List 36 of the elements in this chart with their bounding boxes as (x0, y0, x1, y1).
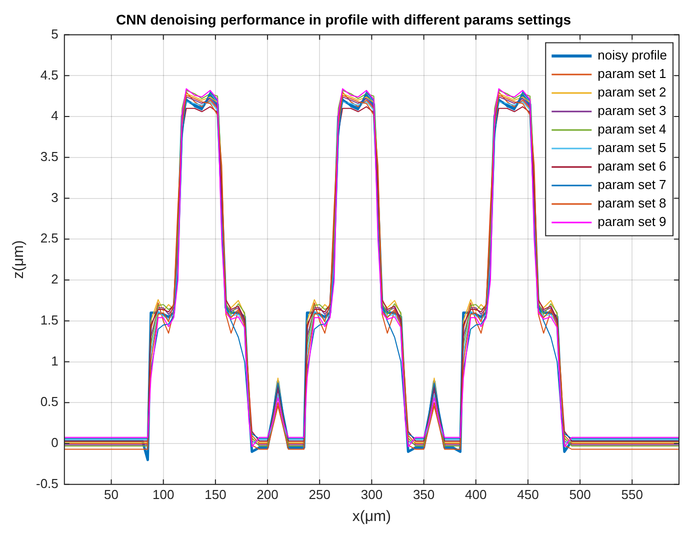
x-tick-label: 50 (104, 486, 119, 502)
y-axis-title: z(μm) (10, 240, 28, 279)
legend-label: param set 6 (598, 158, 666, 174)
y-tick-label: 3.5 (40, 148, 58, 164)
y-tick-label: 2.5 (40, 230, 58, 246)
legend-label: param set 9 (598, 214, 666, 230)
legend-label: param set 4 (598, 122, 666, 137)
legend-label: param set 2 (598, 84, 666, 100)
x-axis-title: x(μm) (352, 508, 392, 526)
x-tick-label: 200 (256, 486, 278, 502)
x-tick-label: 150 (204, 486, 226, 502)
y-tick-label: 4 (51, 108, 58, 124)
x-tick-label: 300 (360, 486, 383, 502)
legend-label: param set 5 (598, 140, 666, 156)
legend-label: noisy profile (598, 48, 668, 63)
y-tick-label: 1.5 (40, 312, 58, 328)
y-tick-label: 0.5 (40, 394, 58, 410)
chart-title: CNN denoising performance in profile with different params settings (116, 11, 572, 28)
x-tick-label: 500 (569, 486, 591, 502)
y-tick-label: 2 (51, 272, 58, 287)
x-tick-label: 250 (308, 486, 330, 502)
y-tick-label: 5 (51, 26, 58, 42)
legend-label: param set 7 (598, 177, 666, 192)
x-tick-label: 550 (621, 486, 643, 502)
x-tick-label: 100 (152, 486, 174, 502)
y-tick-label: -0.5 (36, 476, 58, 491)
legend-label: param set 8 (598, 196, 666, 211)
legend-label: param set 3 (598, 103, 666, 118)
y-tick-label: 4.5 (40, 67, 58, 82)
y-tick-label: 0 (51, 435, 58, 450)
x-tick-label: 450 (517, 486, 539, 502)
x-tick-label: 400 (465, 486, 487, 502)
y-tick-label: 3 (51, 190, 58, 205)
x-tick-label: 350 (412, 486, 435, 502)
legend-label: param set 1 (598, 66, 666, 82)
y-tick-label: 1 (51, 353, 58, 368)
